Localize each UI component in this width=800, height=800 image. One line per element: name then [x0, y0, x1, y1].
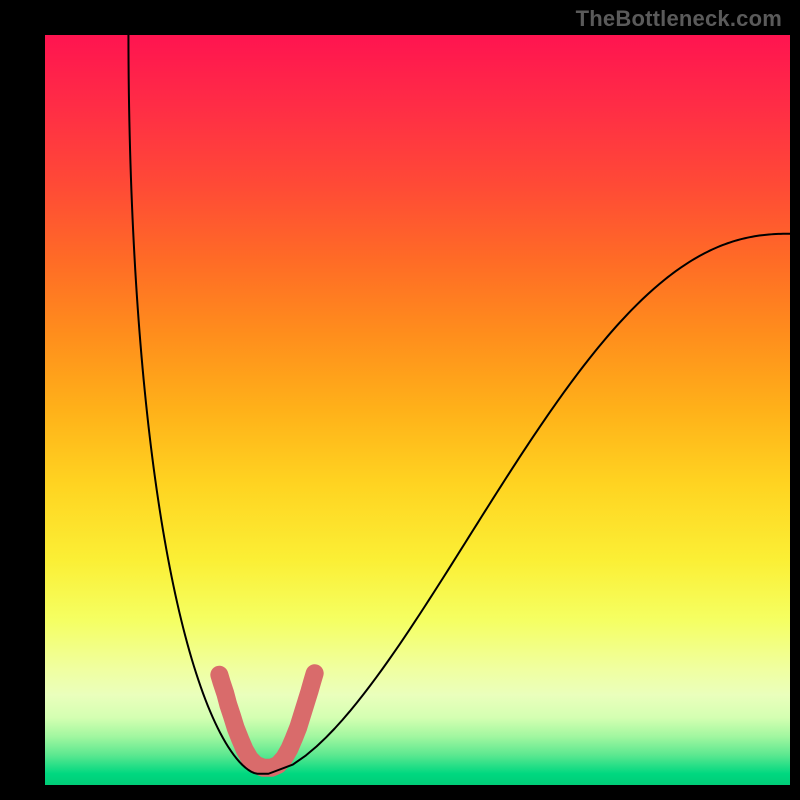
plot-area	[45, 35, 790, 785]
bottleneck-curve	[128, 35, 790, 774]
watermark-text: TheBottleneck.com	[576, 6, 782, 32]
curve-layer	[45, 35, 790, 785]
